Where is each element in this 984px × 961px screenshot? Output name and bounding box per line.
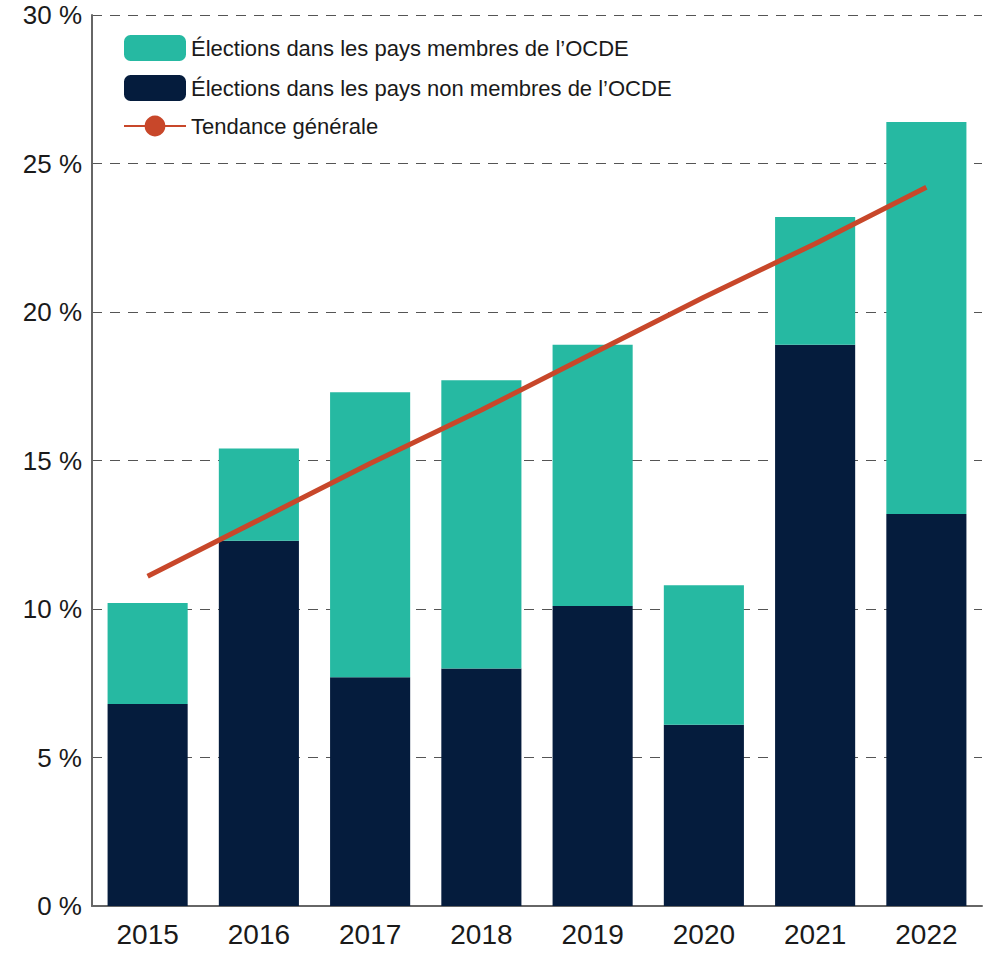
svg-text:0 %: 0 % (37, 891, 82, 921)
svg-text:25 %: 25 % (23, 149, 82, 179)
svg-text:Élections dans les pays non me: Élections dans les pays non membres de l… (191, 76, 672, 101)
svg-text:5 %: 5 % (37, 743, 82, 773)
svg-text:2021: 2021 (784, 919, 846, 950)
svg-text:2016: 2016 (228, 919, 290, 950)
svg-text:2022: 2022 (895, 919, 957, 950)
svg-text:Tendance générale: Tendance générale (191, 114, 378, 139)
svg-text:30 %: 30 % (23, 0, 82, 30)
svg-text:2017: 2017 (339, 919, 401, 950)
svg-text:2019: 2019 (561, 919, 623, 950)
svg-text:2018: 2018 (450, 919, 512, 950)
svg-text:15 %: 15 % (23, 446, 82, 476)
svg-text:2015: 2015 (116, 919, 178, 950)
svg-text:10 %: 10 % (23, 594, 82, 624)
svg-text:2020: 2020 (673, 919, 735, 950)
svg-text:20 %: 20 % (23, 297, 82, 327)
svg-text:Élections dans les pays membre: Élections dans les pays membres de l’OCD… (191, 36, 629, 61)
